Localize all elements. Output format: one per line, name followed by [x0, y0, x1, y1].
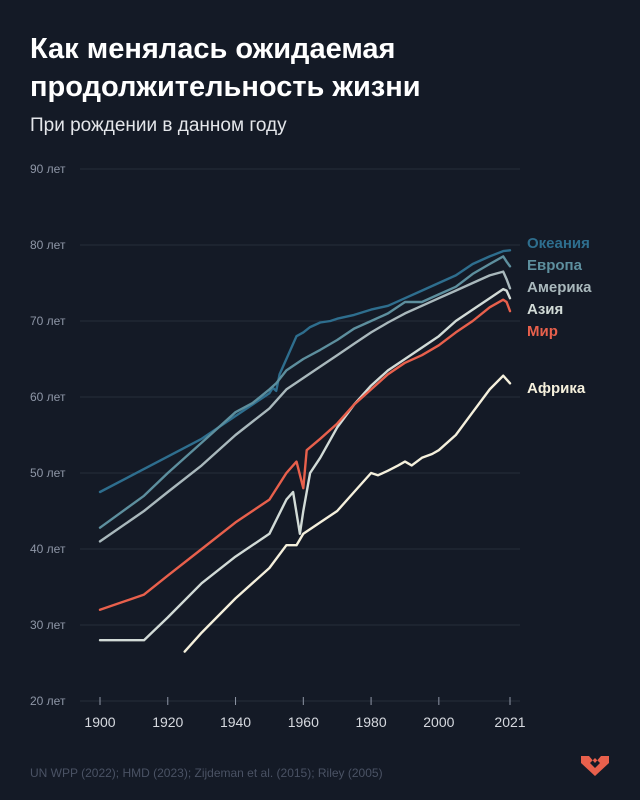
- series-label: Европа: [527, 257, 583, 274]
- y-tick-label: 50 лет: [30, 466, 66, 480]
- series-line: [98, 249, 512, 494]
- chart-title: Как менялась ожидаемая продолжительность…: [30, 33, 421, 103]
- series-line: [183, 374, 512, 653]
- x-tick-label: 1940: [220, 714, 251, 730]
- series-label: Америка: [527, 279, 592, 296]
- y-tick-label: 70 лет: [30, 314, 66, 328]
- x-tick-label: 1920: [152, 714, 183, 730]
- source-note: UN WPP (2022); HMD (2023); Zijdeman et a…: [30, 766, 383, 780]
- y-tick-label: 90 лет: [30, 162, 66, 176]
- y-tick-label: 40 лет: [30, 542, 66, 556]
- series-line: [98, 255, 512, 529]
- x-tick-label: 2000: [423, 714, 454, 730]
- series-line: [98, 287, 512, 642]
- brand-heart-logo-icon: [581, 756, 609, 776]
- series-line: [98, 270, 512, 543]
- x-tick-label: 1960: [288, 714, 319, 730]
- series-line: [98, 298, 512, 611]
- x-tick-label: 1980: [355, 714, 386, 730]
- y-tick-label: 30 лет: [30, 618, 66, 632]
- y-tick-label: 60 лет: [30, 390, 66, 404]
- series-label: Мир: [527, 323, 558, 340]
- y-tick-label: 80 лет: [30, 238, 66, 252]
- series-label: Азия: [527, 301, 563, 318]
- series-label: Африка: [527, 380, 586, 397]
- x-tick-label: 2021: [494, 714, 525, 730]
- series-label: Океания: [527, 235, 590, 252]
- x-tick-label: 1900: [84, 714, 115, 730]
- y-tick-label: 20 лет: [30, 694, 66, 708]
- chart-subtitle: При рождении в данном году: [30, 115, 287, 136]
